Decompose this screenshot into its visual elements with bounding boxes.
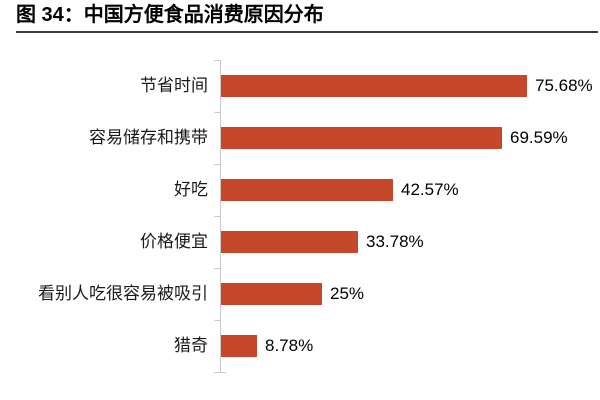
axis-tick xyxy=(214,268,220,269)
axis-tick xyxy=(214,112,220,113)
bar xyxy=(221,335,257,357)
value-label: 33.78% xyxy=(366,232,424,251)
axis-tick xyxy=(214,372,220,373)
category-label: 节省时间 xyxy=(140,76,208,95)
bar xyxy=(221,179,393,201)
bar xyxy=(221,127,502,149)
category-label: 价格便宜 xyxy=(140,232,208,251)
figure-title: 图 34：中国方便食品消费原因分布 xyxy=(16,4,324,26)
value-axis-line xyxy=(220,60,221,373)
bar xyxy=(221,283,322,305)
axis-tick xyxy=(214,320,220,321)
category-label: 看别人吃很容易被吸引 xyxy=(38,284,208,303)
value-label: 42.57% xyxy=(401,180,459,199)
title-divider xyxy=(16,31,598,33)
axis-tick xyxy=(214,60,220,61)
value-label: 25% xyxy=(330,284,365,303)
bar xyxy=(221,231,358,253)
category-label: 好吃 xyxy=(174,180,208,199)
axis-bottom-stub xyxy=(221,372,226,373)
axis-tick xyxy=(214,164,220,165)
category-label: 猎奇 xyxy=(174,336,208,355)
value-label: 69.59% xyxy=(510,128,568,147)
value-label: 8.78% xyxy=(265,336,314,355)
value-label: 75.68% xyxy=(535,76,593,95)
category-label: 容易储存和携带 xyxy=(89,128,208,147)
bar xyxy=(221,75,527,97)
axis-tick xyxy=(214,216,220,217)
